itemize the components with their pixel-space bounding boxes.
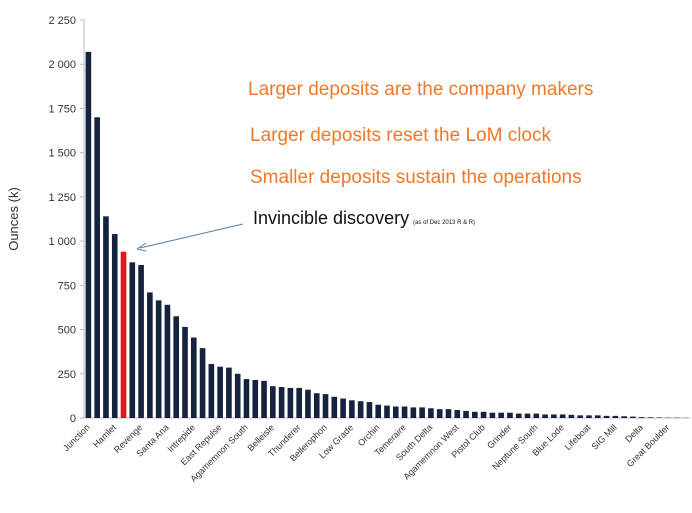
bar (638, 417, 645, 418)
bar (182, 326, 188, 418)
bar (463, 410, 469, 418)
bar (428, 408, 434, 418)
bar (94, 117, 100, 419)
bar (138, 264, 144, 418)
bar (507, 412, 513, 418)
bar (366, 402, 373, 418)
bar (559, 414, 566, 418)
annotation: Larger deposits are the company makers (248, 79, 593, 100)
arrow-head (136, 242, 147, 252)
bar (278, 387, 285, 418)
callout-note: (as of Dec 2013 R & R) (413, 220, 475, 226)
callout-text: Invincible discovery (253, 208, 409, 228)
y-tick-label: 1 000 (48, 236, 76, 248)
bar (261, 380, 267, 418)
bar (199, 348, 206, 418)
bar (305, 389, 311, 418)
y-tick-label: 750 (58, 280, 76, 292)
bar (331, 396, 338, 418)
bar (401, 406, 408, 418)
bar (147, 292, 153, 418)
bar (340, 398, 346, 418)
x-tick-label: Delta (623, 422, 645, 444)
y-tick-label: 2 250 (48, 15, 76, 27)
bar (129, 262, 136, 418)
bar (586, 415, 592, 418)
y-tick-label: 1 500 (48, 148, 76, 160)
y-tick-label: 1 250 (48, 192, 76, 204)
bar (542, 414, 548, 418)
annotation: Smaller deposits sustain the operations (250, 167, 582, 188)
bar (551, 414, 557, 418)
bar (384, 405, 390, 418)
bar (392, 406, 399, 418)
bar (217, 366, 223, 418)
bar (472, 411, 478, 418)
y-tick-label: 1 750 (48, 103, 76, 115)
bar (375, 404, 382, 418)
bar (313, 393, 320, 418)
callout: Invincible discovery (as of Dec 2013 R & … (253, 208, 475, 228)
bar (287, 387, 294, 418)
bar (111, 234, 118, 418)
bar (436, 409, 443, 418)
bar (647, 417, 654, 418)
bar (208, 364, 215, 418)
y-tick-label: 250 (58, 369, 76, 381)
bar (419, 407, 425, 418)
bar (226, 367, 232, 418)
bar (498, 412, 504, 418)
bar (594, 415, 601, 418)
bar (577, 415, 584, 418)
bar (515, 413, 522, 418)
bar (190, 337, 197, 418)
bar (270, 386, 276, 418)
bar (252, 379, 259, 418)
bar (489, 412, 496, 418)
bar (480, 411, 487, 418)
bar (296, 387, 302, 418)
bar (445, 409, 452, 418)
bar (524, 413, 531, 418)
x-tick-label: Junction (61, 422, 92, 453)
bar (533, 413, 540, 418)
bar (603, 415, 610, 418)
bar (656, 417, 663, 418)
bar (630, 416, 636, 418)
y-axis-label: Ounces (k) (6, 187, 21, 251)
bar (155, 300, 162, 418)
y-tick-label: 0 (70, 413, 76, 425)
bar (357, 401, 364, 418)
annotation: Larger deposits reset the LoM clock (250, 125, 551, 146)
x-tick-label: SIG Mill (589, 422, 618, 451)
bar (243, 379, 250, 418)
bar (164, 304, 171, 418)
bar (234, 373, 241, 418)
bar (103, 216, 109, 418)
bar (454, 410, 461, 418)
bar (85, 51, 92, 419)
bar (120, 251, 127, 418)
bar (173, 316, 180, 418)
bar (410, 407, 417, 418)
x-tick-label: Lifeboat (563, 422, 593, 452)
bar (568, 414, 575, 418)
bar (349, 400, 355, 418)
bar (612, 415, 619, 418)
y-tick-label: 2 000 (48, 59, 76, 71)
y-tick-label: 500 (58, 325, 76, 337)
bar (621, 416, 627, 418)
callout-arrow (139, 223, 244, 249)
bar (322, 394, 329, 418)
